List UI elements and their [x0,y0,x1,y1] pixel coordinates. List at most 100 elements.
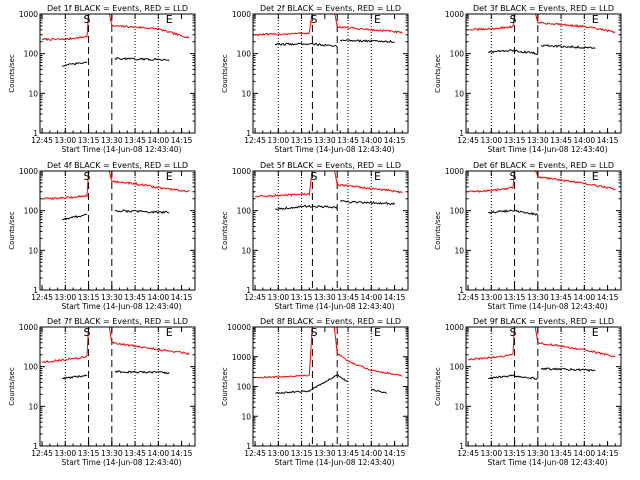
marker-s: S [310,13,317,26]
y-tick-label: 100 [24,50,39,59]
y-tick-label: 1000 [445,323,464,332]
panel-title: Det 2f BLACK = Events, RED = LLD [260,4,401,13]
x-tick-label: 14:00 [148,136,170,145]
series-group [41,14,190,67]
x-tick-label: 13:30 [527,449,549,458]
x-tick-label: 13:00 [268,293,290,302]
x-axis-label: Start Time (14-Jun-08 12:43:40) [275,458,395,467]
marker-s: S [84,170,91,183]
x-tick-label: 13:15 [78,136,100,145]
y-tick-label: 100 [450,50,465,59]
x-tick-label: 13:45 [550,136,572,145]
y-axis-label: Counts/sec [221,211,229,250]
x-tick-label: 13:15 [291,293,313,302]
y-tick-label: 1 [246,286,251,295]
lld-series-line [468,171,616,193]
events-series-line [488,209,595,215]
y-tick-label: 10 [241,89,251,98]
x-tick-label: 13:00 [55,449,77,458]
x-tick-label: 13:45 [337,136,359,145]
x-tick-label: 14:00 [361,293,383,302]
x-tick-label: 14:15 [384,136,406,145]
plot-frame [465,13,622,134]
y-tick-label: 1 [246,442,251,451]
x-tick-label: 14:15 [384,293,406,302]
y-tick-label: 1 [33,129,38,138]
x-axis-label: Start Time (14-Jun-08 12:43:40) [62,145,182,154]
y-tick-label: 10000 [227,323,251,332]
x-axis-label: Start Time (14-Jun-08 12:43:40) [488,458,608,467]
x-tick-label: 12:45 [31,449,53,458]
plot-frame [252,326,409,447]
lld-series-line [41,14,190,42]
x-tick-label: 14:00 [574,449,596,458]
x-tick-label: 13:45 [550,293,572,302]
y-tick-label: 100 [237,383,252,392]
y-tick-label: 10 [28,89,38,98]
marker-e: E [592,170,599,183]
panel-title: Det 7f BLACK = Events, RED = LLD [47,317,188,326]
marker-s: S [510,326,517,339]
y-tick-label: 1000 [445,10,464,19]
events-series-line [488,367,596,380]
plot-frame [39,170,196,291]
x-tick-label: 14:15 [171,136,193,145]
x-axis-label: Start Time (14-Jun-08 12:43:40) [488,145,608,154]
y-tick-label: 100 [450,207,465,216]
marker-s: S [310,170,317,183]
panel-title: Det 1f BLACK = Events, RED = LLD [47,4,188,13]
y-tick-label: 10 [454,246,464,255]
x-tick-label: 12:45 [457,136,479,145]
x-tick-label: 13:30 [314,136,336,145]
plot-frame [39,13,196,134]
y-tick-label: 10 [241,412,251,421]
x-tick-label: 14:00 [148,293,170,302]
marker-e: E [374,170,381,183]
x-tick-label: 13:15 [78,449,100,458]
y-axis-label: Counts/sec [434,211,442,250]
series-group [254,14,403,48]
y-tick-label: 10 [28,402,38,411]
panel-det-1: Det 1f BLACK = Events, RED = LLD 12:45 13:… [8,4,196,154]
x-tick-label: 14:00 [148,449,170,458]
series-group [41,171,190,221]
x-tick-label: 14:15 [171,293,193,302]
x-tick-label: 14:00 [574,136,596,145]
y-axis-label: Counts/sec [8,54,16,93]
y-tick-label: 1 [459,129,464,138]
y-axis-label: Counts/sec [8,211,16,250]
x-tick-label: 13:30 [314,449,336,458]
x-tick-label: 13:15 [291,449,313,458]
events-series-line [62,57,170,67]
y-tick-label: 1000 [19,167,38,176]
events-series-line [62,209,170,221]
y-axis-label: Counts/sec [221,54,229,93]
y-tick-label: 1000 [232,353,251,362]
y-tick-label: 100 [24,363,39,372]
x-tick-label: 14:15 [384,449,406,458]
events-series-line [62,370,170,381]
lld-series-line [41,171,190,201]
x-tick-label: 13:45 [550,449,572,458]
y-tick-label: 1 [33,286,38,295]
lld-series-line [467,14,616,34]
y-tick-label: 1000 [232,10,251,19]
y-axis-label: Counts/sec [221,367,229,406]
x-tick-label: 13:45 [337,293,359,302]
x-tick-label: 13:00 [481,449,503,458]
y-tick-label: 1 [459,286,464,295]
y-axis-label: Counts/sec [8,367,16,406]
x-tick-label: 12:45 [31,136,53,145]
series-group [468,327,616,380]
y-tick-label: 10 [454,402,464,411]
x-tick-label: 13:15 [504,293,526,302]
x-tick-label: 13:15 [504,449,526,458]
y-tick-label: 1000 [19,323,38,332]
